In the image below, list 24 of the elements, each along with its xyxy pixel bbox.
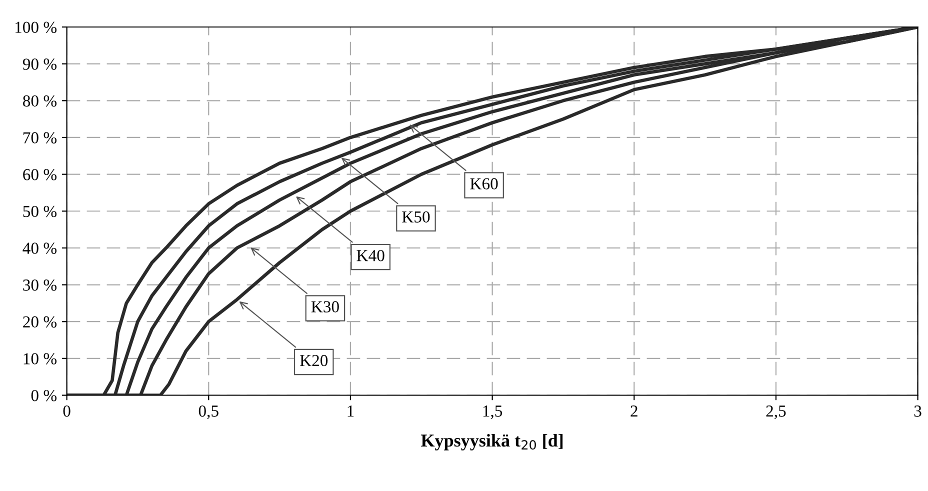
y-tick-label: 90 % <box>22 58 57 70</box>
x-tick-label: 1 <box>348 406 354 417</box>
x-tick-label: 2 <box>630 406 638 417</box>
x-tick-label: 0,5 <box>198 405 218 420</box>
y-tick-label: 10 % <box>24 353 57 364</box>
y-tick-label: 80 % <box>23 95 57 107</box>
annotation: K20 <box>300 354 328 366</box>
y-tick-label: 60 % <box>23 169 57 180</box>
y-tick-label: 0 % <box>31 390 57 402</box>
x-tick-label: 2,5 <box>766 406 786 420</box>
annotation: K50 <box>402 211 430 223</box>
y-tick-label: 70 % <box>23 132 57 144</box>
y-tick-label: 30 % <box>23 279 57 291</box>
x-axis-title: Kypsyysikä t$_{20}$ [d] <box>421 434 563 450</box>
y-tick-label: 20 % <box>23 316 57 328</box>
x-tick-label: 0 <box>63 405 70 417</box>
annotation: K30 <box>311 301 339 312</box>
annotation: K40 <box>356 250 384 262</box>
annotation: K60 <box>470 178 498 190</box>
x-tick-label: 3 <box>914 406 922 417</box>
y-tick-label: 100 % <box>16 22 57 34</box>
y-tick-label: 50 % <box>23 206 57 218</box>
y-tick-label: 40 % <box>22 242 57 254</box>
x-tick-label: 1,5 <box>483 406 502 420</box>
